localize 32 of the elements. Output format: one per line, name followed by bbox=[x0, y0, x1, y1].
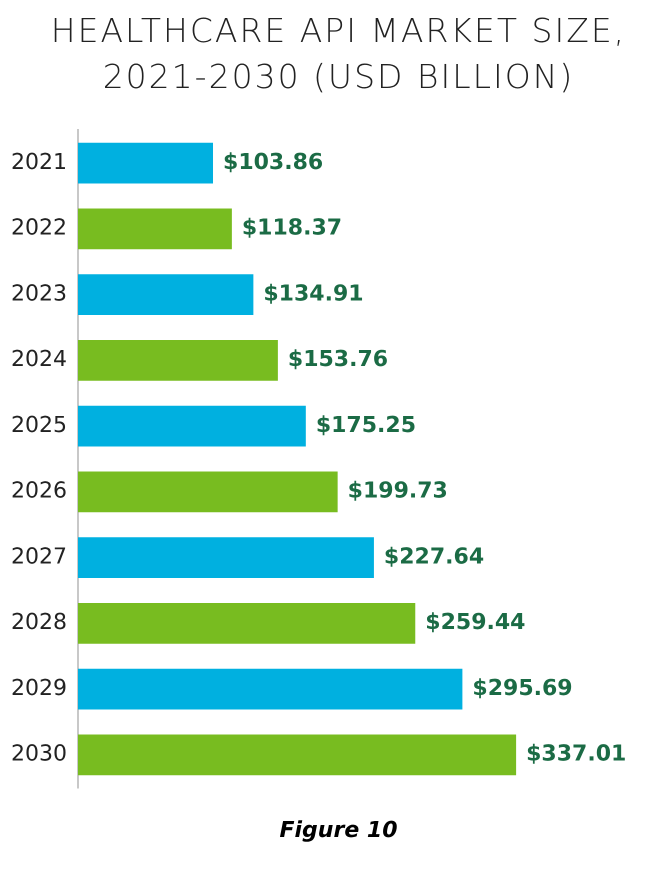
data-label: $337.01 bbox=[526, 742, 626, 767]
y-tick-label: 2025 bbox=[10, 412, 67, 438]
y-tick-label: 2030 bbox=[10, 742, 67, 767]
bar bbox=[78, 406, 306, 447]
y-tick-label: 2027 bbox=[10, 544, 67, 570]
bar bbox=[78, 142, 214, 184]
bar bbox=[78, 537, 374, 578]
bar bbox=[78, 603, 416, 644]
y-tick-label: 2021 bbox=[10, 150, 67, 175]
y-tick-label: 2026 bbox=[10, 478, 67, 504]
bar bbox=[78, 668, 462, 710]
data-label: $118.37 bbox=[242, 216, 342, 241]
data-label: $295.69 bbox=[472, 676, 573, 701]
data-label: $153.76 bbox=[288, 347, 388, 372]
bar bbox=[78, 340, 278, 381]
data-label: $134.91 bbox=[263, 281, 364, 306]
data-label: $199.73 bbox=[348, 478, 448, 504]
caption: Figure 10 bbox=[278, 818, 399, 843]
y-tick-label: 2022 bbox=[10, 216, 67, 241]
bar bbox=[78, 274, 254, 315]
data-label: $175.25 bbox=[316, 412, 416, 438]
bar bbox=[78, 208, 232, 250]
bar bbox=[78, 471, 338, 512]
y-tick-label: 2028 bbox=[10, 610, 67, 636]
data-label: $259.44 bbox=[425, 610, 526, 636]
y-tick-label: 2029 bbox=[10, 676, 67, 701]
y-tick-label: 2024 bbox=[10, 347, 67, 372]
data-label: $227.64 bbox=[384, 544, 484, 570]
y-tick-label: 2023 bbox=[10, 281, 67, 306]
bar bbox=[78, 734, 516, 776]
data-label: $103.86 bbox=[223, 150, 324, 175]
chart-title: HEALTHCARE API MARKET SIZE, 2021-2030 (USD BILLION) bbox=[50, 10, 628, 98]
